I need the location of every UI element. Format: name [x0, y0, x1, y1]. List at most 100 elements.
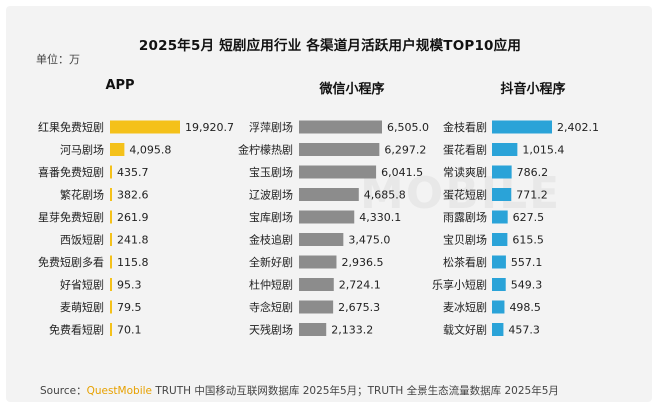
app-category-label: 免费看短剧 [49, 323, 104, 337]
app-bar [110, 120, 180, 134]
app-bar [110, 188, 112, 201]
douyin-category-label: 金枝看剧 [443, 120, 487, 134]
app-value-label: 95.3 [117, 279, 142, 292]
app-category-label: 好省短剧 [60, 278, 104, 292]
wechat-category-label: 金枝追剧 [249, 233, 293, 247]
douyin-bar [492, 255, 506, 269]
douyin-category-label: 松茶看剧 [443, 255, 487, 269]
app-bar [110, 323, 112, 336]
app-bar [110, 300, 112, 314]
wechat-bar [299, 300, 334, 314]
wechat-value-label: 2,724.1 [339, 279, 381, 292]
douyin-category-label: 宝贝剧场 [443, 233, 487, 247]
app-bar [110, 143, 125, 156]
panel-title-wechat: 微信小程序 [319, 82, 385, 97]
douyin-bar [492, 143, 518, 156]
app-category-label: 喜番免费短剧 [38, 165, 104, 179]
wechat-bar [299, 323, 327, 336]
panel-title-app: APP [105, 78, 135, 93]
app-bar [110, 233, 112, 246]
douyin-category-label: 常读爽剧 [443, 165, 487, 179]
app-bar [110, 278, 112, 291]
douyin-category-label: 蛋花看剧 [443, 143, 487, 157]
app-value-label: 79.5 [117, 301, 142, 314]
app-category-label: 西饭短剧 [60, 233, 104, 247]
app-category-label: 河马剧场 [60, 143, 104, 157]
app-value-label: 19,920.7 [185, 121, 234, 134]
douyin-value-label: 771.2 [516, 189, 548, 202]
wechat-category-label: 浮萍剧场 [249, 120, 293, 134]
chart-title: 2025年5月 短剧应用行业 各渠道月活跃用户规模TOP10应用 [138, 38, 522, 54]
douyin-value-label: 549.3 [511, 279, 542, 292]
wechat-bar [299, 233, 344, 246]
wechat-bar [299, 120, 382, 134]
source-brand: QuestMobile [86, 385, 152, 397]
douyin-bar [492, 323, 504, 336]
wechat-bar [299, 255, 337, 269]
douyin-value-label: 498.5 [509, 301, 541, 314]
app-value-label: 435.7 [117, 166, 149, 179]
douyin-category-label: 蛋花短剧 [443, 188, 487, 202]
app-value-label: 241.8 [117, 234, 149, 247]
source-note: Source：QuestMobile TRUTH 中国移动互联网数据库 2025… [40, 383, 559, 398]
source-text: TRUTH 中国移动互联网数据库 2025年5月；TRUTH 全景生态流量数据库… [152, 385, 559, 397]
douyin-value-label: 786.2 [517, 166, 549, 179]
douyin-bar [492, 233, 508, 246]
douyin-category-label: 载文好剧 [443, 323, 487, 337]
app-category-label: 麦萌短剧 [60, 300, 104, 314]
app-value-label: 4,095.8 [129, 144, 171, 157]
chart-background [6, 6, 652, 402]
wechat-value-label: 2,133.2 [331, 324, 373, 337]
unit-label: 单位：万 [36, 53, 80, 66]
panel-title-douyin: 抖音小程序 [500, 82, 566, 97]
wechat-value-label: 6,297.2 [384, 144, 426, 157]
douyin-bar [492, 300, 505, 314]
douyin-bar [492, 188, 512, 201]
douyin-bar [492, 165, 512, 179]
app-category-label: 红果免费短剧 [38, 120, 104, 134]
app-value-label: 382.6 [117, 189, 149, 202]
wechat-category-label: 宝库剧场 [249, 210, 293, 224]
wechat-value-label: 4,685.8 [364, 189, 406, 202]
douyin-bar [492, 278, 506, 291]
wechat-value-label: 3,475.0 [348, 234, 390, 247]
douyin-value-label: 557.1 [511, 256, 542, 269]
douyin-value-label: 627.5 [513, 211, 545, 224]
wechat-category-label: 金柠檬热剧 [238, 143, 293, 157]
wechat-value-label: 2,936.5 [341, 256, 383, 269]
douyin-category-label: 雨露剧场 [443, 210, 487, 224]
wechat-value-label: 6,041.5 [381, 166, 423, 179]
douyin-value-label: 457.3 [508, 324, 539, 337]
wechat-category-label: 宝玉剧场 [249, 165, 293, 179]
app-value-label: 261.9 [117, 211, 149, 224]
wechat-value-label: 2,675.3 [338, 301, 380, 314]
douyin-value-label: 2,402.1 [557, 121, 599, 134]
wechat-bar [299, 165, 377, 179]
watermark: MOBILE [360, 168, 561, 219]
app-bar [110, 210, 112, 224]
wechat-value-label: 4,330.1 [359, 211, 401, 224]
wechat-bar [299, 143, 380, 156]
app-bar [110, 165, 112, 179]
wechat-category-label: 辽波剧场 [249, 188, 293, 202]
app-category-label: 免费短剧多看 [38, 255, 104, 269]
app-value-label: 70.1 [117, 324, 142, 337]
wechat-category-label: 天残剧场 [249, 323, 293, 337]
douyin-bar [492, 120, 552, 134]
app-bar [110, 255, 112, 269]
wechat-category-label: 全新好剧 [249, 255, 293, 269]
source-prefix: Source： [40, 385, 87, 397]
app-category-label: 繁花剧场 [60, 188, 104, 202]
wechat-bar [299, 188, 359, 201]
douyin-bar [492, 210, 508, 224]
app-category-label: 星芽免费短剧 [38, 210, 104, 224]
wechat-category-label: 寺念短剧 [249, 300, 293, 314]
app-value-label: 115.8 [117, 256, 149, 269]
wechat-value-label: 6,505.0 [387, 121, 429, 134]
douyin-value-label: 615.5 [512, 234, 544, 247]
wechat-bar [299, 210, 355, 224]
douyin-value-label: 1,015.4 [522, 144, 564, 157]
wechat-category-label: 杜仲短剧 [249, 278, 293, 292]
douyin-category-label: 乐享小短剧 [432, 278, 487, 292]
